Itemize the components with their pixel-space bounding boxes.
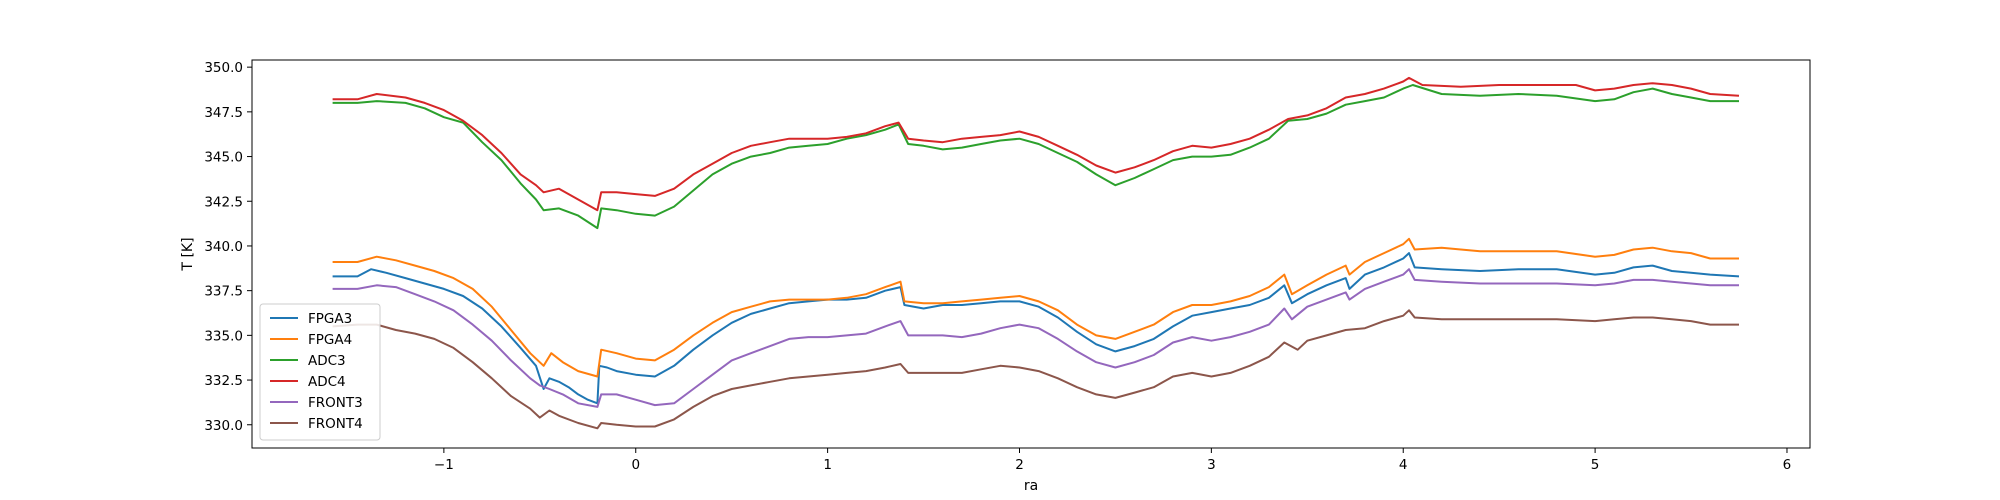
x-tick-label: 1 [823, 457, 832, 473]
y-tick-label: 347.5 [204, 105, 243, 121]
y-tick-label: 332.5 [204, 373, 243, 389]
legend: FPGA3 FPGA4 ADC3 ADC4 FRONT3 FRONT4 [259, 303, 381, 441]
legend-entry: ADC4 [308, 374, 346, 390]
y-tick-label: 345.0 [204, 150, 243, 166]
x-tick-label: 0 [631, 457, 640, 473]
x-tick-label: 2 [1015, 457, 1024, 473]
x-tick-label: 4 [1399, 457, 1408, 473]
y-axis-label: T [K] [180, 237, 196, 271]
x-tick-label: −1 [434, 457, 454, 473]
series-line-adc4 [332, 76, 1740, 212]
series-line-front3 [332, 268, 1739, 408]
x-axis-label: ra [1024, 478, 1038, 494]
y-tick-label: 342.5 [204, 194, 243, 210]
x-tick-label: 3 [1207, 457, 1216, 473]
series-group [332, 76, 1740, 430]
series-line-adc3 [332, 84, 1739, 230]
y-tick-label: 330.0 [204, 418, 243, 434]
axes-frame [251, 59, 1811, 449]
legend-entry: FRONT4 [308, 416, 363, 432]
legend-entry: FRONT3 [308, 395, 363, 411]
x-axis: −1 0 1 2 3 4 5 6 [434, 448, 1791, 473]
legend-entry: ADC3 [308, 353, 346, 369]
x-tick-label: 6 [1783, 457, 1792, 473]
y-tick-label: 340.0 [204, 239, 243, 255]
y-tick-label: 350.0 [204, 60, 243, 76]
series-line-front4 [332, 309, 1739, 430]
legend-entry: FPGA3 [308, 311, 352, 327]
y-axis: 330.0 332.5 335.0 337.5 340.0 342.5 345.0 347.5… [204, 60, 252, 434]
series-line-fpga4 [332, 237, 1739, 378]
y-tick-label: 337.5 [204, 284, 243, 300]
y-tick-label: 335.0 [204, 328, 243, 344]
x-tick-label: 5 [1591, 457, 1600, 473]
series-line-fpga3 [332, 252, 1740, 405]
legend-entry: FPGA4 [308, 332, 352, 348]
